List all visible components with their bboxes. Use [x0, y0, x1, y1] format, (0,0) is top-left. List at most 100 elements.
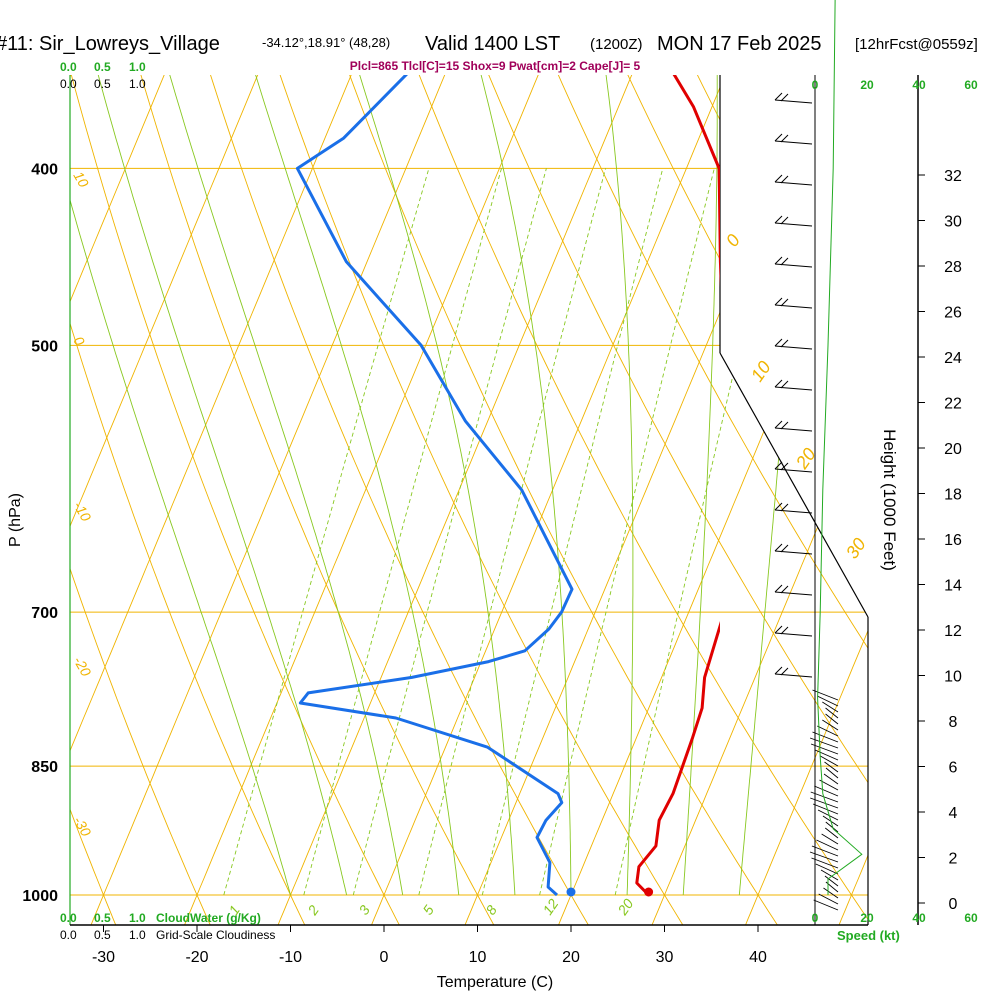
wind-barb-staff [822, 719, 839, 731]
wind-barb-staff [825, 707, 839, 719]
wind-barb-flag [774, 174, 783, 183]
dry-adiabat-line [371, 75, 868, 925]
isotherm-line [460, 75, 868, 925]
dry-adiabat-line [495, 75, 868, 925]
wind-barb-staff [810, 743, 839, 755]
mixing-ratio-line [539, 168, 715, 896]
isotherm-line [647, 75, 868, 925]
dry-adiabat-line [70, 75, 120, 925]
x-tick-label: 10 [469, 949, 487, 966]
height-tick-label: 10 [944, 669, 962, 686]
cloudwater-top-0: 0.0 [60, 60, 77, 74]
cloudiness-label: Grid-Scale Cloudiness [156, 928, 275, 942]
moist-adiabat-line [682, 75, 718, 896]
height-tick-label: 24 [944, 350, 962, 367]
wind-barb-staff [774, 591, 813, 596]
wind-barb-staff [774, 386, 813, 391]
x-tick-label: -20 [185, 949, 208, 966]
mixing-ratio-line [352, 168, 547, 896]
moist-adiabat-line [175, 75, 460, 896]
wind-barb-staff [817, 809, 839, 821]
cloudiness-top-2: 1.0 [129, 77, 146, 91]
wind-barb-flag [774, 625, 783, 634]
wind-barb-flag [774, 502, 783, 511]
wind-barb-staff [820, 869, 839, 881]
x-axis-ticks: -30 -20 -10 0 10 20 30 40 [92, 925, 767, 966]
dry-adiabat-line [122, 75, 594, 925]
wind-barb-flag [774, 338, 783, 347]
moist-adiabat-line [400, 75, 572, 895]
wind-barb-staff [774, 427, 813, 432]
x-tick-label: 20 [562, 949, 580, 966]
isotherm-line [86, 75, 575, 925]
dry-adiabat-line [70, 75, 215, 925]
cloud-scale-bottom: 0.0 0.5 1.0 CloudWater (g/Kg) 0.0 0.5 1.… [60, 911, 275, 942]
wind-barb-staff [824, 761, 839, 773]
height-tick-label: 26 [944, 305, 962, 322]
isotherm-line [929, 0, 1000, 934]
pressure-tick-label: 850 [31, 759, 58, 776]
wind-barb-staff [817, 695, 839, 707]
moist-adiabat-line [274, 75, 516, 896]
moist-adiabat-line [70, 75, 291, 896]
wind-barb-staff [817, 725, 839, 737]
temperature-line [635, 75, 720, 897]
dry-adiabat-line [932, 0, 1000, 934]
speed-tick-bottom: 20 [860, 911, 874, 925]
isotherm-label: 30 [842, 534, 870, 562]
x-tick-label: 0 [380, 949, 389, 966]
wind-barb-staff [774, 304, 813, 309]
plot-frame [69, 75, 919, 926]
wind-speed-profile [817, 0, 863, 895]
dry-adiabat-line [247, 75, 784, 925]
dry-adiabat-line [0, 0, 25, 934]
wind-barb-staff [810, 791, 839, 803]
isotherm-line [70, 75, 482, 925]
wind-barb-flag [780, 421, 789, 430]
speed-tick-top: 0 [812, 78, 819, 92]
wind-barb-flag [780, 339, 789, 348]
adiabat-label: 0 [70, 334, 88, 349]
height-axis-title: Height (1000 Feet) [880, 429, 899, 571]
wind-barb-flag [774, 215, 783, 224]
wind-barb-staff [774, 550, 813, 555]
pressure-tick-label: 400 [31, 161, 58, 178]
wind-barb-staff [822, 701, 839, 713]
wind-barb-staff [824, 827, 839, 839]
wind-barb-flag [780, 462, 789, 471]
pressure-tick-label: 500 [31, 338, 58, 355]
isotherm-line [741, 75, 868, 925]
wind-barb-flag [780, 134, 789, 143]
wind-barb-staff [825, 767, 839, 779]
cloudwater-bot-1: 0.5 [94, 911, 111, 925]
wind-barb-staff [774, 140, 813, 145]
surface-temperature-marker [644, 887, 654, 897]
dry-adiabat-line [70, 75, 405, 925]
wind-barb-staff [816, 839, 839, 851]
wind-barb-flag [774, 133, 783, 142]
wind-barb-staff [823, 887, 839, 899]
wind-barb-staff [811, 845, 839, 857]
moist-adiabat-line [70, 75, 348, 896]
valid-time: Valid 1400 LST [425, 33, 560, 55]
wind-barb-staff [774, 181, 813, 186]
isotherm-line [70, 75, 295, 925]
mixing-ratio-line [418, 168, 607, 896]
height-tick-label: 8 [949, 714, 958, 731]
wind-barb-staff [809, 737, 839, 749]
speed-tick-bottom: 0 [812, 911, 819, 925]
wind-barb-staff [812, 689, 839, 701]
wind-barb-staff [820, 755, 839, 767]
speed-axis-title: Speed (kt) [837, 928, 900, 943]
height-tick-label: 18 [944, 487, 962, 504]
y-axis-title: P (hPa) [7, 493, 24, 547]
wind-barb-staff [810, 797, 839, 809]
wind-barb-staff [774, 99, 813, 104]
height-tick-label: 20 [944, 441, 962, 458]
height-tick-label: 0 [949, 896, 958, 913]
stability-indices: Plcl=865 Tlcl[C]=15 Shox=9 Pwat[cm]=2 Ca… [350, 59, 641, 73]
wind-barb-flag [774, 461, 783, 470]
wind-barb-staff [814, 749, 839, 761]
wind-barb-flag [780, 380, 789, 389]
